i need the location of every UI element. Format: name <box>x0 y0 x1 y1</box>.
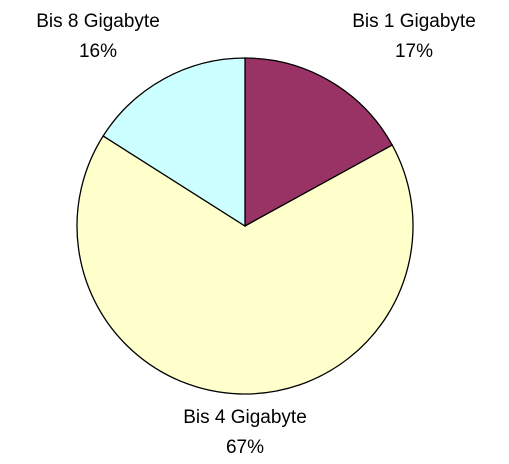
pie-slice <box>244 57 394 228</box>
pie-slice <box>76 135 414 395</box>
slice-value-label: 16% <box>79 41 117 62</box>
slice-value-label: 67% <box>226 437 264 458</box>
pie-slice <box>102 57 246 228</box>
slice-label: Bis 4 Gigabyte <box>183 407 307 428</box>
slice-label: Bis 1 Gigabyte <box>352 11 476 32</box>
slice-value-label: 17% <box>395 41 433 62</box>
slice-label: Bis 8 Gigabyte <box>36 11 160 32</box>
